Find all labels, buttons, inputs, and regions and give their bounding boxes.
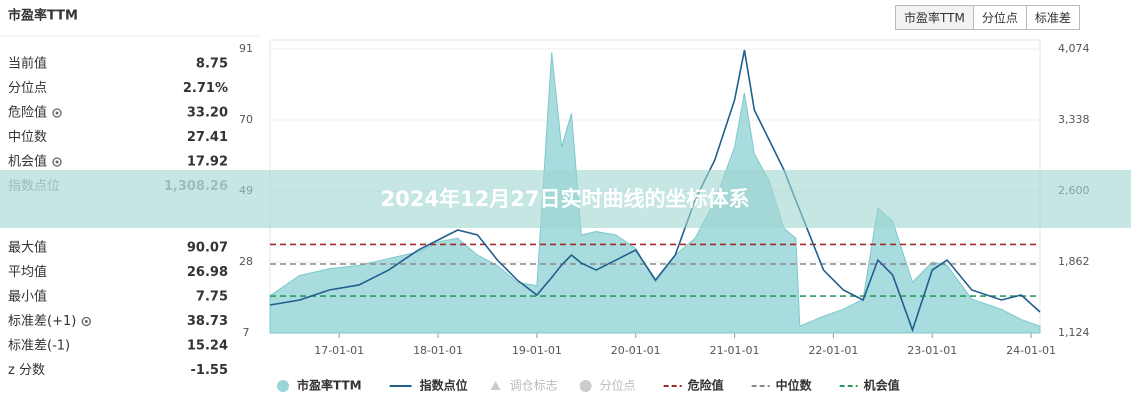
banner-text: 2024年12月27日实时曲线的坐标体系 — [381, 187, 750, 211]
legend-label: 机会值 — [864, 378, 900, 393]
gear-icon — [55, 111, 59, 115]
gear-icon — [84, 320, 88, 323]
stat-value: 2.71% — [183, 81, 228, 96]
stat-value: 15.24 — [187, 339, 228, 354]
y-tick-label: 91 — [239, 42, 253, 55]
legend-label: 危险值 — [687, 378, 724, 393]
stat-label: 标准差(-1) — [8, 339, 70, 354]
gear-icon — [55, 160, 59, 164]
stat-value: -1.55 — [191, 363, 228, 378]
stat-label: 最小值 — [8, 289, 47, 305]
x-tick-label: 18-01-01 — [413, 344, 463, 357]
x-tick-label: 22-01-01 — [808, 344, 858, 357]
legend-label: 市盈率TTM — [297, 378, 362, 393]
pe-area — [269, 52, 1041, 334]
banner — [0, 170, 1131, 228]
y2-tick-label: 1,124 — [1058, 326, 1090, 339]
legend-label: 调仓标志 — [510, 379, 558, 393]
stat-value: 27.41 — [187, 130, 228, 145]
legend-label: 指数点位 — [420, 378, 468, 393]
x-tick-label: 20-01-01 — [611, 344, 661, 357]
stat-value: 17.92 — [187, 155, 228, 170]
stat-label: 平均值 — [8, 264, 47, 280]
stat-value: 8.75 — [196, 57, 228, 72]
y2-tick-label: 1,862 — [1058, 255, 1090, 268]
stat-label: 机会值 — [8, 154, 47, 170]
stat-value: 33.20 — [187, 106, 228, 121]
stat-label: 当前值 — [8, 56, 47, 72]
stat-label: z 分数 — [8, 363, 45, 378]
tab[interactable]: 市盈率TTM — [895, 5, 974, 30]
stat-value: 7.75 — [196, 290, 228, 305]
stat-label: 中位数 — [8, 130, 47, 145]
x-tick-label: 24-01-01 — [1006, 344, 1056, 357]
tab[interactable]: 标准差 — [1025, 5, 1080, 30]
x-tick-label: 17-01-01 — [314, 344, 364, 357]
tab[interactable]: 分位点 — [972, 5, 1027, 30]
stat-label: 最大值 — [8, 240, 47, 256]
stat-value: 26.98 — [187, 265, 228, 280]
y-tick-label: 7 — [243, 326, 250, 339]
stat-label: 危险值 — [8, 105, 47, 121]
legend-symbol — [579, 380, 592, 392]
gear-icon — [81, 316, 91, 327]
x-tick-label: 19-01-01 — [512, 344, 562, 357]
gear-icon — [52, 108, 62, 118]
stat-value: 90.07 — [187, 241, 228, 256]
y2-tick-label: 3,338 — [1058, 113, 1090, 126]
legend-symbol — [490, 381, 501, 390]
tabs: 市盈率TTM 分位点 标准差 — [895, 5, 1080, 30]
stat-label: 标准差(+1) — [8, 314, 76, 329]
stat-label: 分位点 — [8, 81, 47, 96]
y2-tick-label: 4,074 — [1058, 42, 1090, 55]
stat-value: 38.73 — [187, 314, 228, 329]
y-tick-label: 70 — [239, 113, 253, 126]
x-tick-label: 21-01-01 — [710, 344, 760, 357]
x-tick-label: 23-01-01 — [907, 344, 957, 357]
gear-icon — [52, 157, 62, 167]
legend-label: 中位数 — [776, 378, 813, 393]
legend-label: 分位点 — [600, 378, 636, 393]
legend-symbol — [277, 380, 289, 392]
panel-title: 市盈率TTM — [8, 8, 78, 24]
y-tick-label: 28 — [239, 255, 253, 268]
